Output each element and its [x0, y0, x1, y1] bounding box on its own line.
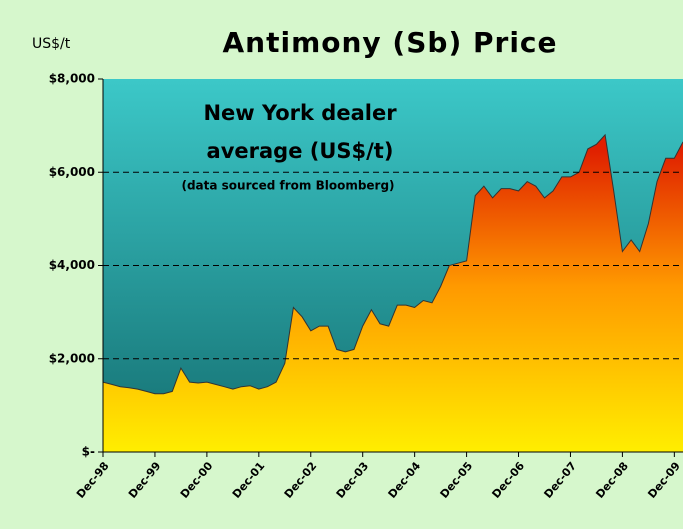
y-axis-label: US$/t	[32, 36, 71, 52]
y-tick-label: $-	[82, 445, 95, 459]
x-tick-label: Dec-01	[230, 460, 268, 501]
line	[102, 133, 683, 395]
annotation: (data sourced from Bloomberg)	[181, 179, 394, 193]
annotation: average (US$/t)	[207, 139, 394, 163]
x-tick-label: Dec-00	[178, 459, 216, 501]
x-tick-label: Dec-05	[438, 460, 476, 501]
x-tick-label: Dec-09	[645, 460, 683, 501]
x-tick-label: Dec-99	[126, 460, 164, 501]
x-tick-label: Dec-02	[282, 460, 320, 501]
y-tick-label: $2,000	[49, 351, 95, 365]
x-tick-label: Dec-03	[334, 460, 372, 501]
x-tick-label: Dec-04	[386, 459, 424, 501]
y-tick-label: $4,000	[49, 258, 95, 272]
annotation: New York dealer	[203, 101, 397, 125]
chart-title: Antimony (Sb) Price	[223, 26, 558, 59]
y-tick-label: $8,000	[49, 72, 95, 86]
y-tick-label: $6,000	[49, 165, 95, 179]
x-tick-label: Dec-06	[490, 459, 528, 501]
area	[103, 134, 683, 452]
x-tick-label: Dec-98	[74, 460, 112, 501]
x-tick-label: Dec-07	[541, 460, 579, 501]
x-tick-label: Dec-08	[593, 460, 631, 501]
